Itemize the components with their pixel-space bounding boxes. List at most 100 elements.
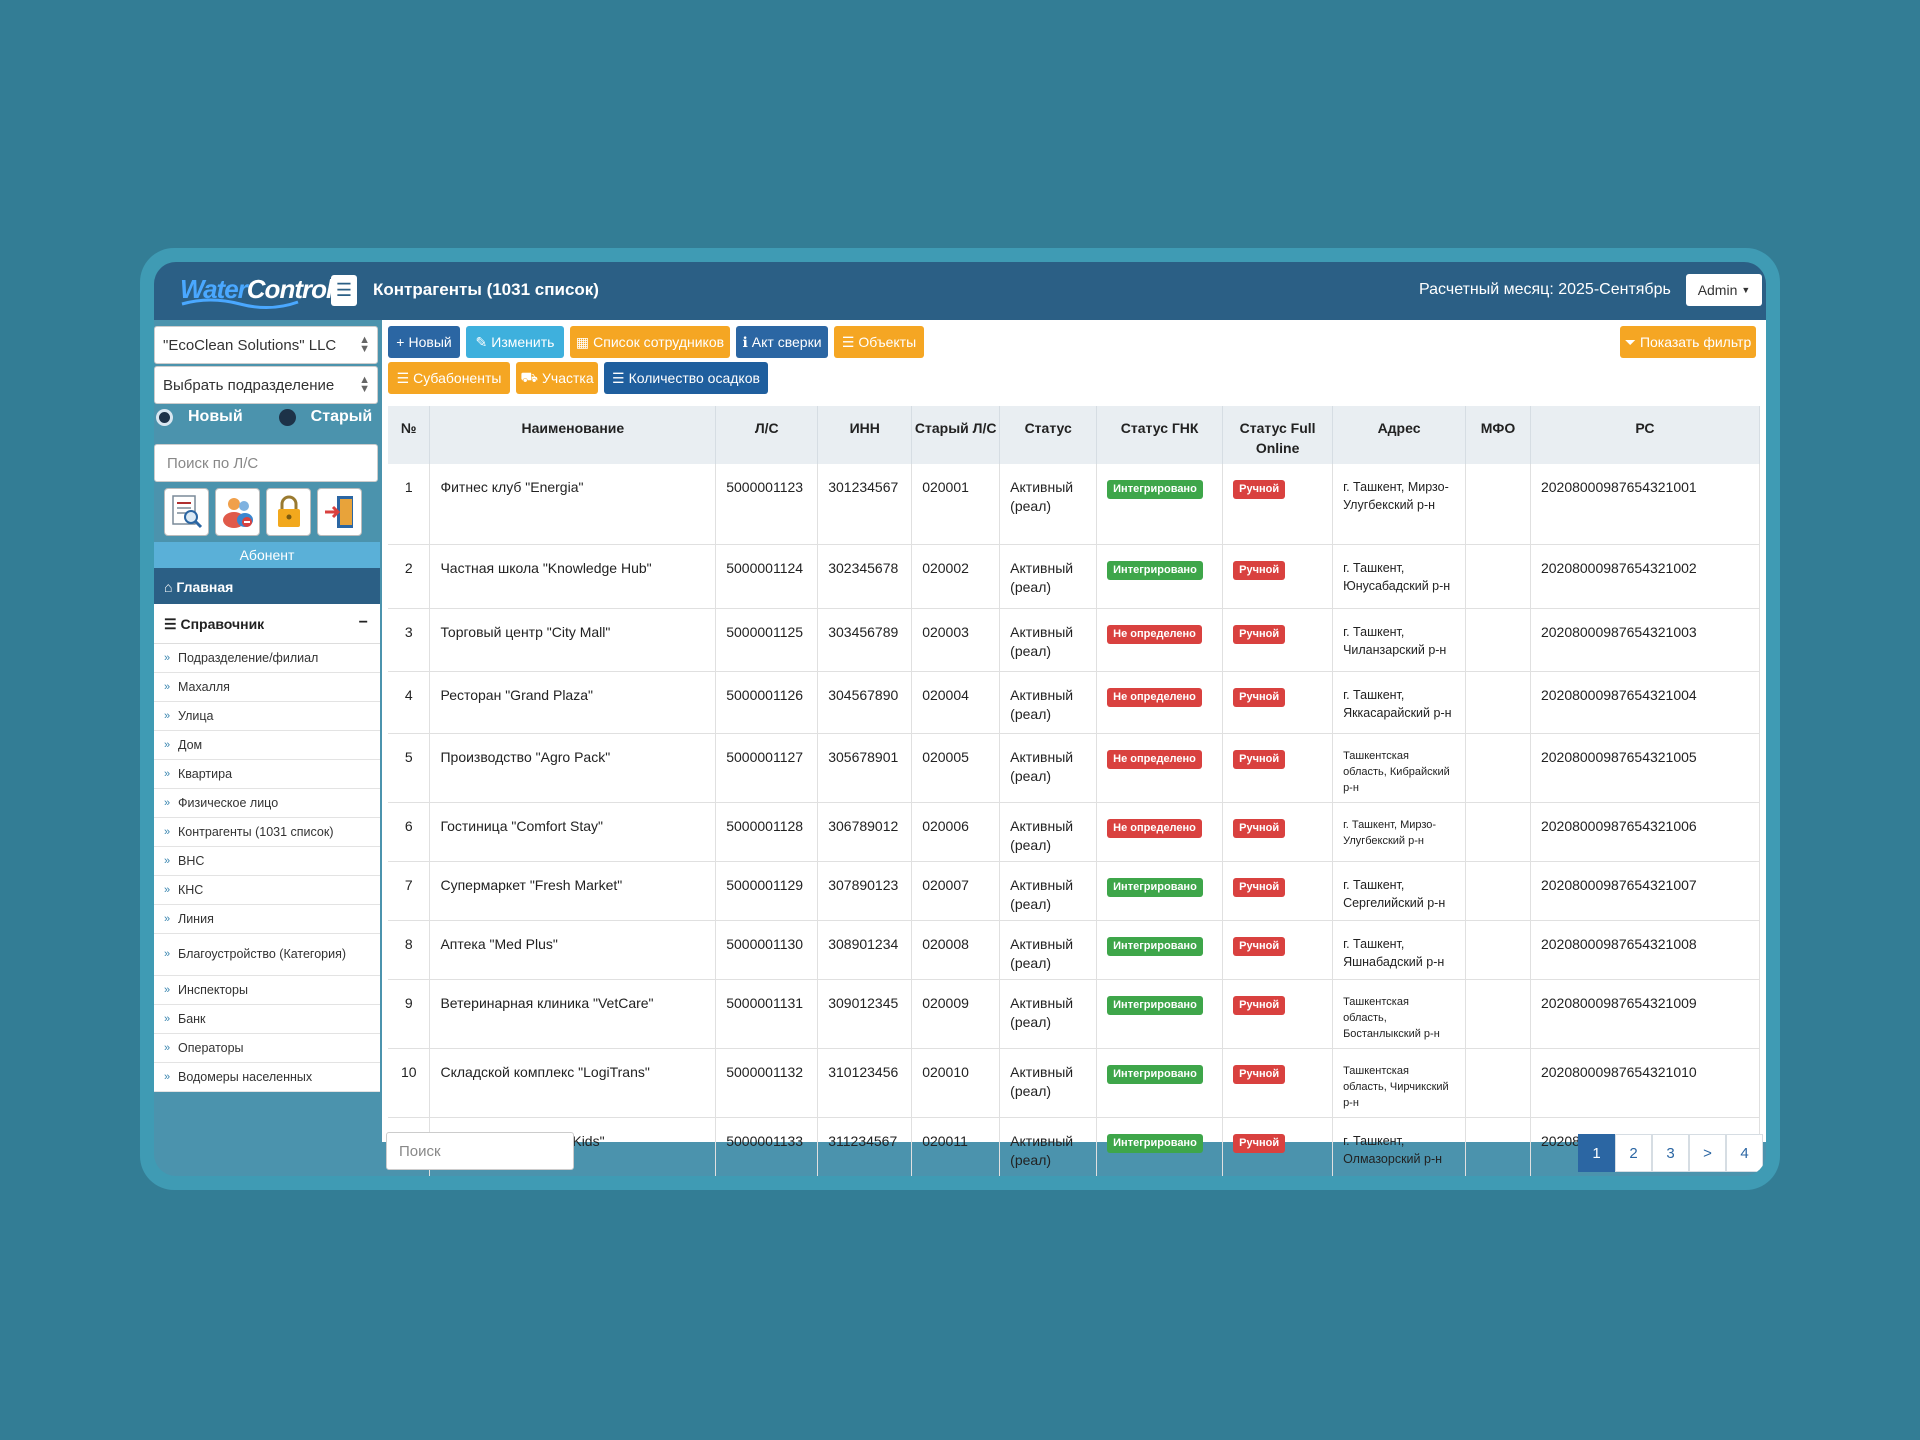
sidebar-item-bank[interactable]: Банк bbox=[154, 1005, 380, 1034]
employees-list-button[interactable]: ▦ Список сотрудников bbox=[570, 326, 730, 358]
cell-full-online-status: Ручной bbox=[1222, 464, 1334, 545]
sidebar: "EcoClean Solutions" LLC ▲ ▼ Выбрать подр… bbox=[154, 320, 380, 1176]
page-button[interactable]: 2 bbox=[1615, 1134, 1652, 1172]
billing-period: Расчетный месяц: 2025-Сентябрь bbox=[1419, 281, 1671, 298]
cell-mfo bbox=[1465, 920, 1531, 980]
next-page-button[interactable]: > bbox=[1689, 1134, 1726, 1172]
sidebar-item-water-meters[interactable]: Водомеры населенных bbox=[154, 1063, 380, 1092]
col-address[interactable]: Адрес bbox=[1332, 406, 1467, 464]
edit-button[interactable]: ✎ Изменить bbox=[466, 326, 564, 358]
radio-new[interactable] bbox=[156, 408, 173, 426]
cell-name: Супермаркет "Fresh Market" bbox=[429, 861, 717, 921]
sediment-label: Количество осадков bbox=[628, 370, 760, 386]
new-button-label: Новый bbox=[408, 334, 452, 350]
reconciliation-act-label: Акт сверки bbox=[751, 334, 822, 350]
col-old-account[interactable]: Старый Л/С bbox=[911, 406, 1001, 464]
cell-address: г. Ташкент, Юнусабадский р-н bbox=[1332, 544, 1467, 609]
users-tool[interactable] bbox=[215, 488, 260, 536]
show-filter-button[interactable]: ⏷ Показать фильтр bbox=[1620, 326, 1756, 358]
objects-button[interactable]: ☰ Объекты bbox=[834, 326, 924, 358]
table-row[interactable]: 3 Торговый центр "City Mall" 5000001125 303… bbox=[388, 608, 1761, 672]
sidebar-item-landscaping[interactable]: Благоустройство (Категория) bbox=[154, 934, 380, 976]
table-row[interactable]: 1 Фитнес клуб "Energia" 5000001123 30123456… bbox=[388, 464, 1761, 545]
table-row[interactable]: 5 Производство "Agro Pack" 5000001127 30567… bbox=[388, 733, 1761, 803]
col-full-online-status[interactable]: Статус Full Online bbox=[1222, 406, 1334, 464]
lock-icon bbox=[277, 495, 300, 527]
sidebar-item-home[interactable]: ⌂ Главная bbox=[154, 568, 380, 604]
subscribers-label: Субабоненты bbox=[413, 370, 502, 386]
sidebar-item-vns[interactable]: ВНС bbox=[154, 847, 380, 876]
sidebar-item-street[interactable]: Улица bbox=[154, 702, 380, 731]
logout-tool[interactable] bbox=[317, 488, 362, 536]
list-icon: ☰ bbox=[396, 369, 410, 386]
cell-account: 5000001130 bbox=[715, 920, 819, 980]
cell-inn: 304567890 bbox=[817, 671, 913, 734]
sidebar-item-kns[interactable]: КНС bbox=[154, 876, 380, 905]
new-button[interactable]: + Новый bbox=[388, 326, 460, 358]
col-rs[interactable]: РС bbox=[1530, 406, 1761, 464]
subscribers-button[interactable]: ☰ Субабоненты bbox=[388, 362, 510, 394]
cell-rs: 20208000987654321002 bbox=[1530, 544, 1761, 609]
document-search-tool[interactable] bbox=[164, 488, 209, 536]
sidebar-section-reference-label: Справочник bbox=[180, 616, 265, 632]
sidebar-item-house[interactable]: Дом bbox=[154, 731, 380, 760]
sidebar-item-inspectors[interactable]: Инспекторы bbox=[154, 976, 380, 1005]
sidebar-item-operators[interactable]: Операторы bbox=[154, 1034, 380, 1063]
account-search-input[interactable]: Поиск по Л/С bbox=[154, 444, 378, 482]
sidebar-item-line[interactable]: Линия bbox=[154, 905, 380, 934]
table-row[interactable]: 6 Гостиница "Comfort Stay" 5000001128 30678… bbox=[388, 802, 1761, 862]
list-icon: ☰ bbox=[612, 369, 625, 386]
select-arrows-icon: ▲ ▼ bbox=[359, 334, 370, 355]
cell-old-account: 020004 bbox=[911, 671, 1001, 734]
list-icon: ☰ bbox=[164, 616, 177, 632]
sections-button[interactable]: ⛟ Участка bbox=[516, 362, 598, 394]
division-select[interactable]: Выбрать подразделение ▲ ▼ bbox=[154, 366, 378, 404]
col-status[interactable]: Статус bbox=[999, 406, 1098, 464]
cell-address: г. Ташкент, Олмазорский р-н bbox=[1332, 1117, 1467, 1176]
sidebar-item-division[interactable]: Подразделение/филиал bbox=[154, 644, 380, 673]
table-row[interactable]: 8 Аптека "Med Plus" 5000001130 308901234 020… bbox=[388, 920, 1761, 980]
sidebar-item-apartment[interactable]: Квартира bbox=[154, 760, 380, 789]
table-row[interactable]: 4 Ресторан "Grand Plaza" 5000001126 3045678… bbox=[388, 671, 1761, 734]
table-search-input[interactable]: Поиск bbox=[386, 1132, 574, 1170]
cell-mfo bbox=[1465, 671, 1531, 734]
lock-tool[interactable] bbox=[266, 488, 311, 536]
page-button[interactable]: 3 bbox=[1652, 1134, 1689, 1172]
sidebar-section-reference[interactable]: ☰ Справочник − bbox=[154, 604, 380, 644]
table-row[interactable]: 7 Супермаркет "Fresh Market" 5000001129 307… bbox=[388, 861, 1761, 921]
status-badge: Ручной bbox=[1233, 560, 1286, 580]
status-badge: Ручной bbox=[1233, 1133, 1286, 1153]
reference-list: Подразделение/филиал Махалля Улица Дом К… bbox=[154, 644, 380, 1092]
radio-old[interactable] bbox=[278, 408, 296, 426]
sidebar-item-individual[interactable]: Физическое лицо bbox=[154, 789, 380, 818]
cell-old-account: 020002 bbox=[911, 544, 1001, 609]
sidebar-item-mahalla[interactable]: Махалля bbox=[154, 673, 380, 702]
admin-menu-button[interactable]: Admin ▼ bbox=[1686, 274, 1762, 306]
col-name[interactable]: Наименование bbox=[429, 406, 717, 464]
col-gnk-status[interactable]: Статус ГНК bbox=[1096, 406, 1224, 464]
hamburger-icon: ☰ bbox=[335, 280, 353, 300]
table-row[interactable]: 9 Ветеринарная клиника "VetCare" 500000113… bbox=[388, 979, 1761, 1049]
cell-rs: 20208000987654321005 bbox=[1530, 733, 1761, 803]
cell-status: Активный (реал) bbox=[999, 861, 1098, 921]
col-account[interactable]: Л/С bbox=[715, 406, 819, 464]
table-row[interactable]: 2 Частная школа "Knowledge Hub" 5000001124… bbox=[388, 544, 1761, 609]
company-select[interactable]: "EcoClean Solutions" LLC ▲ ▼ bbox=[154, 326, 378, 364]
col-inn[interactable]: ИНН bbox=[817, 406, 913, 464]
page-button[interactable]: 4 bbox=[1726, 1134, 1763, 1172]
cell-mfo bbox=[1465, 979, 1531, 1049]
sediment-button[interactable]: ☰ Количество осадков bbox=[604, 362, 768, 394]
cell-address: Ташкентская область, Бостанлыкский р-н bbox=[1332, 979, 1467, 1049]
reconciliation-act-button[interactable]: ℹ Акт сверки bbox=[736, 326, 828, 358]
page-button[interactable]: 1 bbox=[1578, 1134, 1615, 1172]
col-number[interactable]: № bbox=[388, 406, 431, 464]
menu-toggle-button[interactable]: ☰ bbox=[331, 275, 357, 306]
sidebar-item-contractors[interactable]: Контрагенты (1031 список) bbox=[154, 818, 380, 847]
subscriber-button[interactable]: Абонент bbox=[154, 542, 380, 568]
main-content: + Новый ✎ Изменить ▦ Список сотрудников ℹ Ак… bbox=[382, 320, 1766, 1176]
app-logo[interactable]: WaterControl bbox=[180, 272, 333, 312]
col-mfo[interactable]: МФО bbox=[1465, 406, 1531, 464]
collapse-icon[interactable]: − bbox=[358, 614, 368, 631]
table-row[interactable]: 10 Складской комплекс "LogiTrans" 50000011… bbox=[388, 1048, 1761, 1118]
cell-old-account: 020008 bbox=[911, 920, 1001, 980]
